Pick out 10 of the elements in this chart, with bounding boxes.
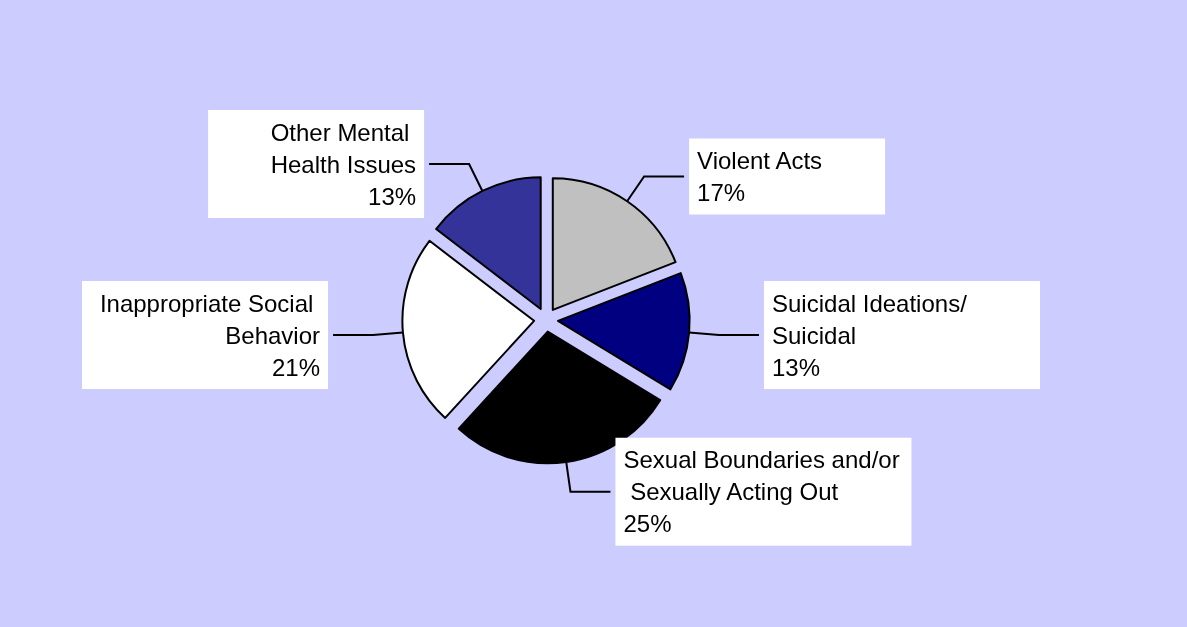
slice-label: Suicidal Ideations/Suicidal [772, 289, 968, 349]
data-label: 17% [697, 178, 746, 206]
slice-label: Sexual Boundaries and/or Sexually Acting Out [623, 446, 900, 506]
slice-label: Violent Acts [697, 146, 823, 174]
data-label: 25% [623, 510, 672, 538]
data-label: 21% [271, 353, 321, 381]
slice-label: Other Mental Health Issues [270, 118, 417, 178]
data-label: 13% [772, 353, 821, 381]
data-label: 13% [368, 182, 417, 210]
slice-label: Inappropriate Social Behavior [99, 289, 321, 349]
